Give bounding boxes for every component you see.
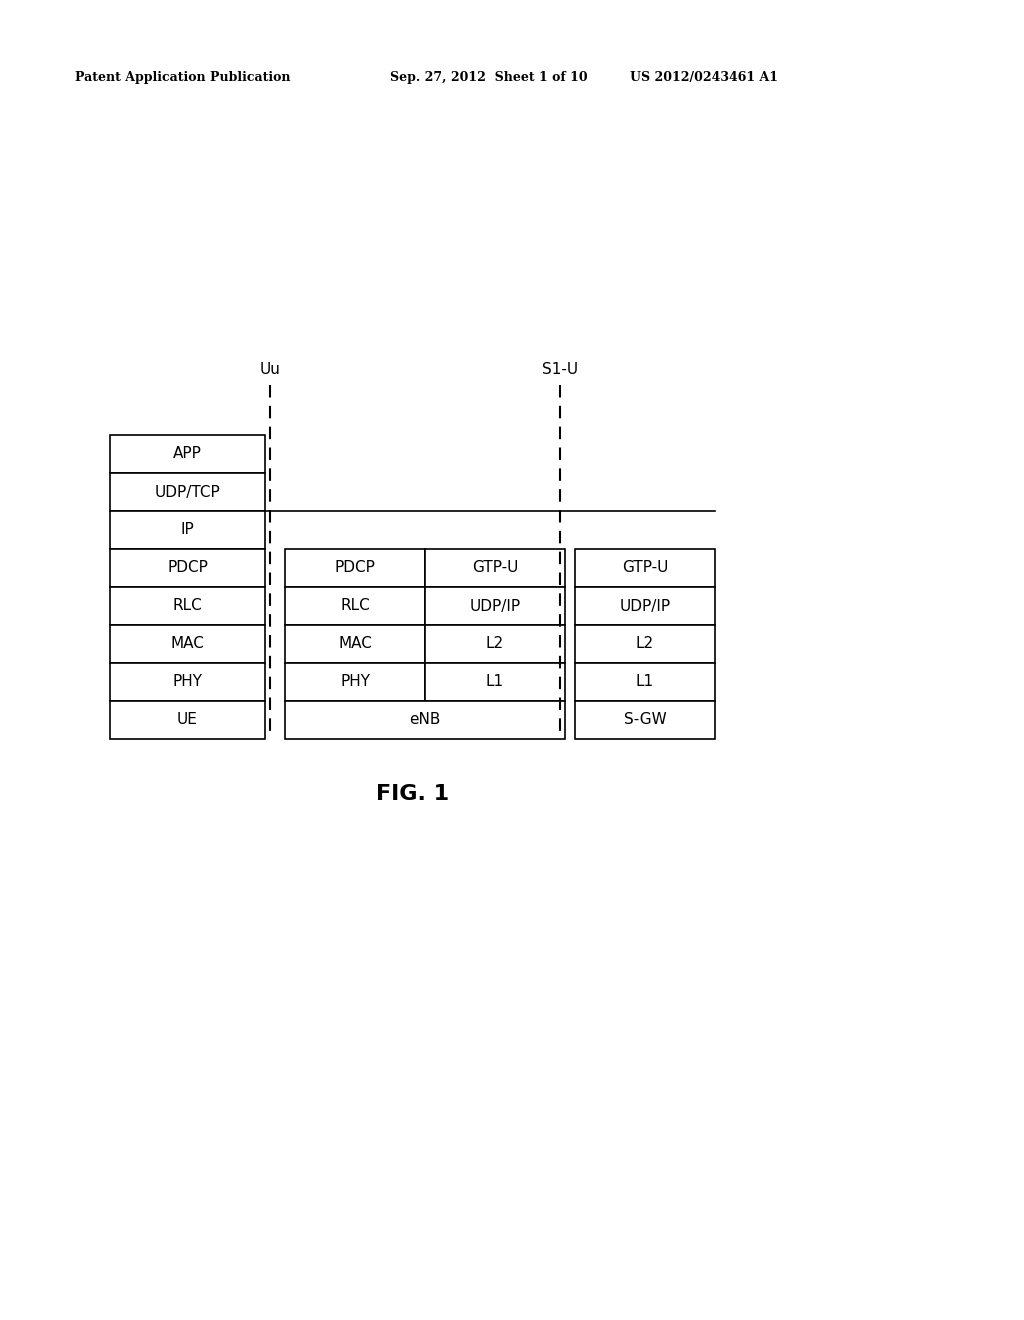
Text: Uu: Uu	[259, 362, 281, 378]
Bar	[110, 701, 265, 739]
Bar	[285, 701, 565, 739]
Bar	[285, 549, 425, 587]
Text: PHY: PHY	[172, 675, 203, 689]
Text: GTP-U: GTP-U	[622, 561, 669, 576]
Text: RLC: RLC	[340, 598, 370, 614]
Text: PDCP: PDCP	[335, 561, 376, 576]
Text: PHY: PHY	[340, 675, 370, 689]
Text: IP: IP	[180, 523, 195, 537]
Bar	[575, 663, 715, 701]
Bar	[285, 663, 425, 701]
Text: L1: L1	[636, 675, 654, 689]
Bar	[575, 587, 715, 624]
Bar	[425, 549, 565, 587]
Text: S1-U: S1-U	[542, 362, 579, 378]
Text: FIG. 1: FIG. 1	[376, 784, 450, 804]
Bar	[285, 587, 425, 624]
Bar	[285, 624, 425, 663]
Bar	[575, 701, 715, 739]
Bar	[110, 436, 265, 473]
Bar	[110, 549, 265, 587]
Text: UDP/IP: UDP/IP	[620, 598, 671, 614]
Bar	[575, 624, 715, 663]
Text: L2: L2	[486, 636, 504, 652]
Text: MAC: MAC	[338, 636, 372, 652]
Bar	[110, 624, 265, 663]
Text: UE: UE	[177, 713, 198, 727]
Text: MAC: MAC	[171, 636, 205, 652]
Text: Sep. 27, 2012  Sheet 1 of 10: Sep. 27, 2012 Sheet 1 of 10	[390, 71, 588, 84]
Bar	[110, 473, 265, 511]
Text: Patent Application Publication: Patent Application Publication	[75, 71, 291, 84]
Bar	[425, 587, 565, 624]
Bar	[110, 587, 265, 624]
Bar	[110, 511, 265, 549]
Text: L2: L2	[636, 636, 654, 652]
Text: PDCP: PDCP	[167, 561, 208, 576]
Text: eNB: eNB	[410, 713, 440, 727]
Text: APP: APP	[173, 446, 202, 462]
Text: RLC: RLC	[173, 598, 203, 614]
Text: US 2012/0243461 A1: US 2012/0243461 A1	[630, 71, 778, 84]
Bar	[575, 549, 715, 587]
Text: GTP-U: GTP-U	[472, 561, 518, 576]
Text: UDP/TCP: UDP/TCP	[155, 484, 220, 499]
Text: L1: L1	[486, 675, 504, 689]
Bar	[110, 663, 265, 701]
Bar	[425, 663, 565, 701]
Text: S-GW: S-GW	[624, 713, 667, 727]
Bar	[425, 624, 565, 663]
Text: UDP/IP: UDP/IP	[469, 598, 520, 614]
